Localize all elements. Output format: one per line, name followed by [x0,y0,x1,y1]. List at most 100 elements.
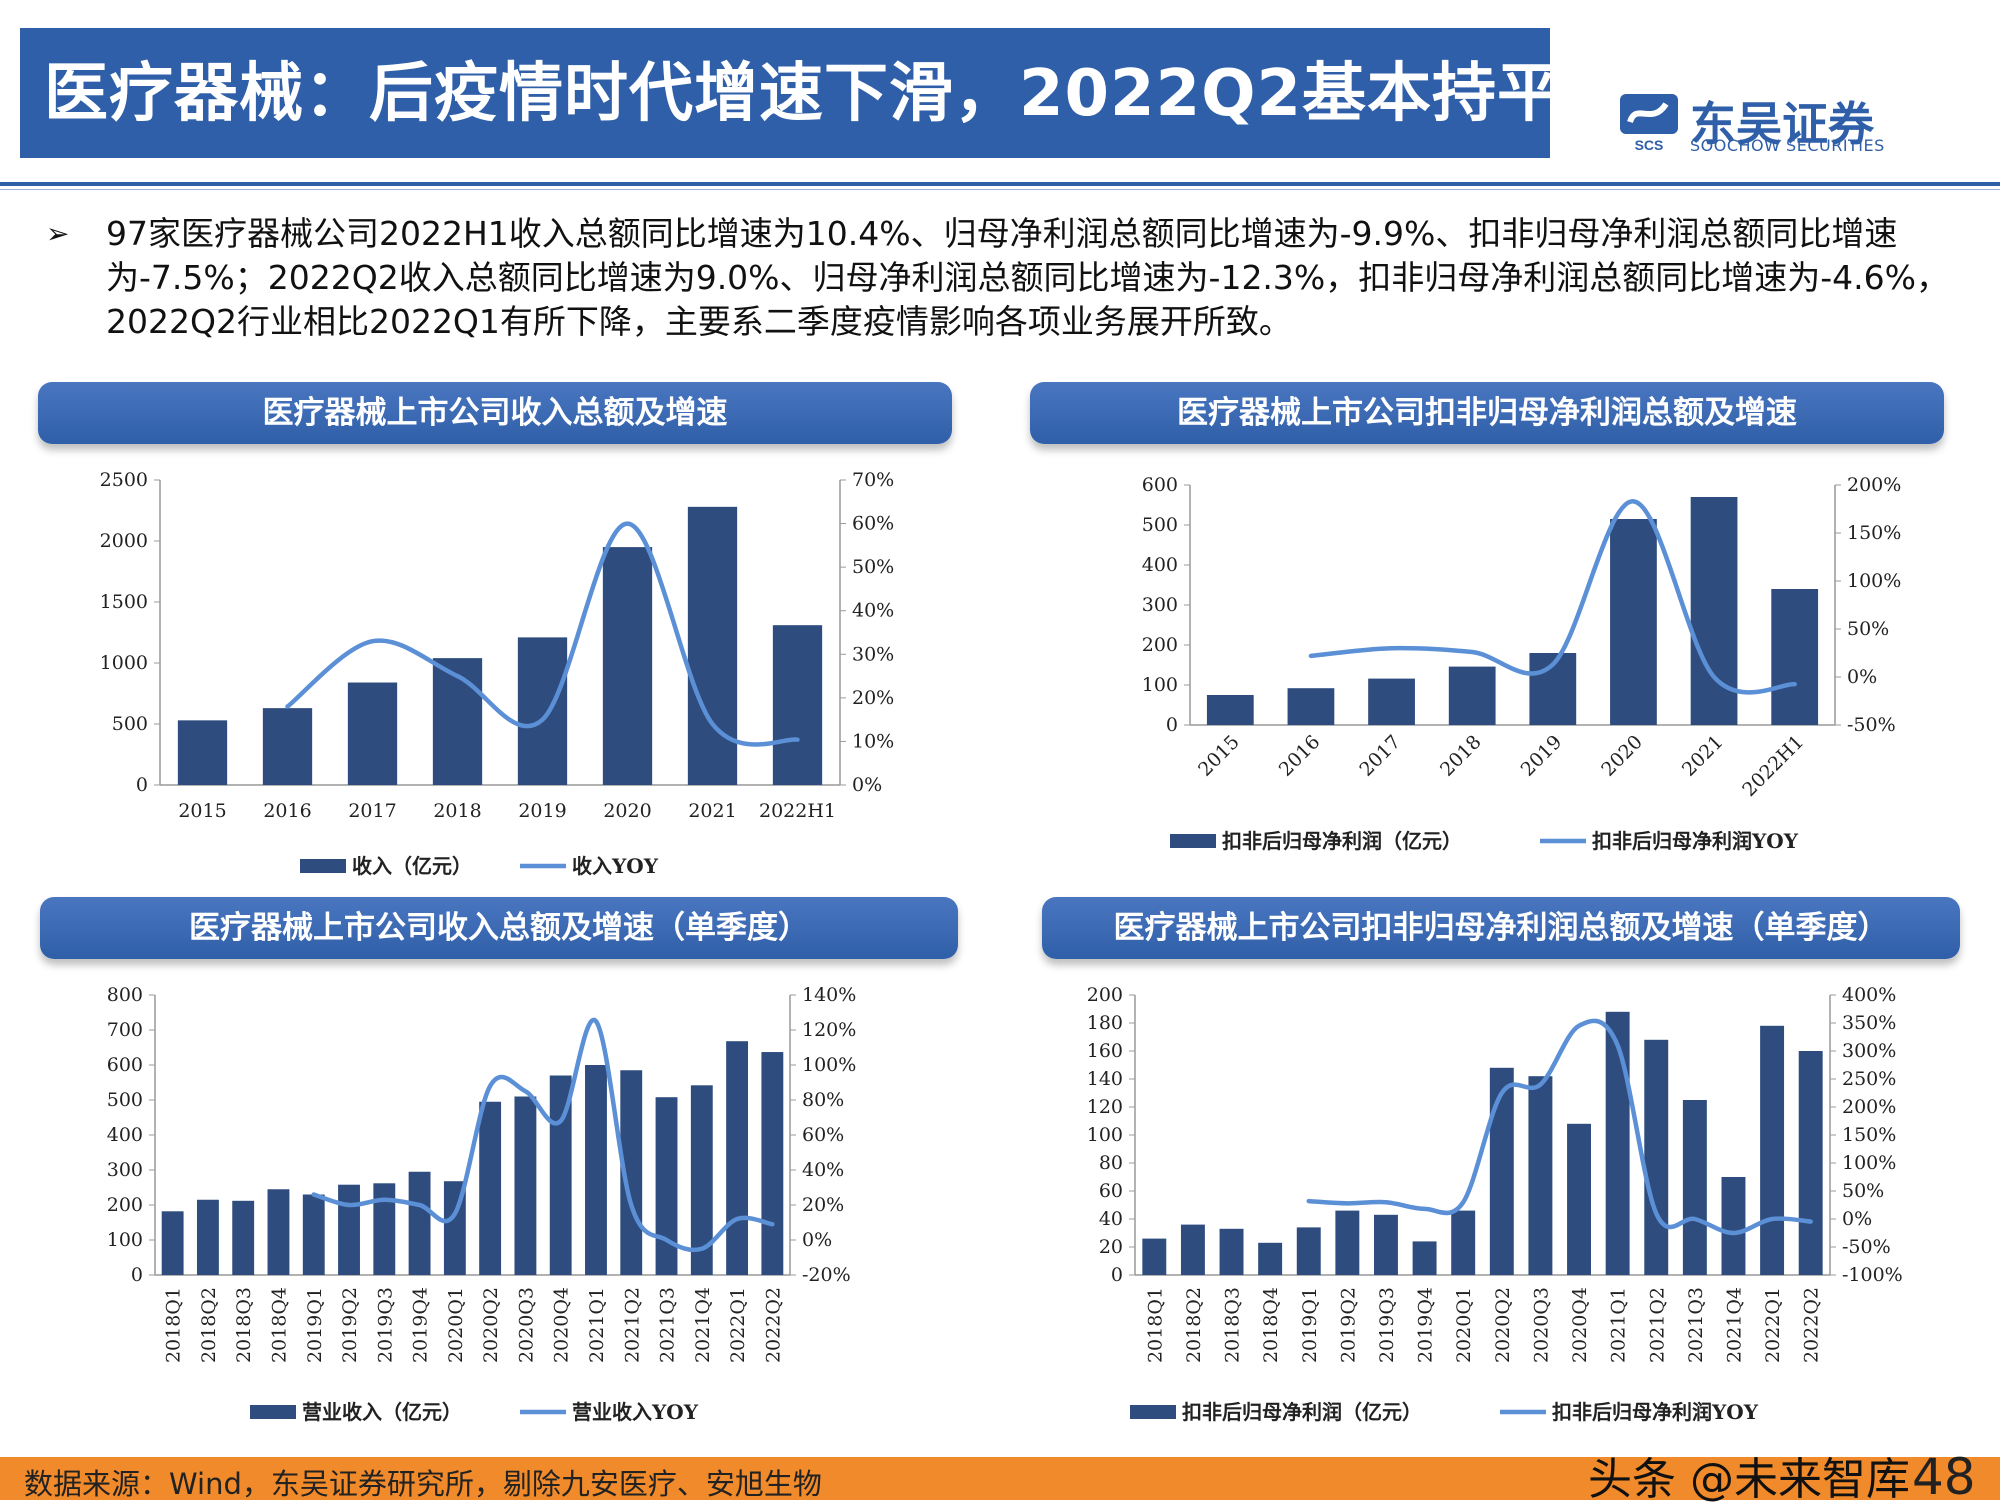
category-label: 2018Q2 [198,1287,220,1363]
bar [1644,1039,1669,1275]
bar [1682,1100,1707,1275]
bar [687,506,738,785]
left-tick-label: 40 [1099,1208,1123,1230]
logo-en-text: SOOCHOW SECURITIES [1690,136,1885,155]
left-tick-label: 140 [1087,1068,1123,1090]
category-label: 2016 [263,800,311,822]
category-label: 2020Q1 [445,1287,467,1363]
bar [1219,1228,1244,1275]
yoy-line [1308,499,1797,695]
legend-line-label: 营业收入YOY [572,1400,699,1424]
bar [262,708,313,785]
right-tick-label: 350% [1842,1012,1896,1034]
category-label: 2019Q3 [374,1287,396,1363]
legend-bar-swatch [300,859,346,873]
right-tick-label: 30% [852,643,894,665]
page-number: 48 [1912,1448,1976,1506]
left-tick-label: 0 [136,774,148,796]
category-label: 2022H1 [759,800,836,822]
right-tick-label: 50% [1842,1180,1884,1202]
left-tick-label: 500 [112,713,148,735]
bar [267,1189,290,1275]
title-bar: 医疗器械：后疫情时代增速下滑，2022Q2基本持平 [20,28,1561,158]
right-tick-label: 60% [852,513,894,535]
bar [1528,1076,1553,1275]
bar [620,1070,643,1275]
left-tick-label: 800 [107,984,143,1006]
bar [1374,1214,1398,1275]
bar [655,1097,678,1275]
category-label: 2019Q4 [410,1287,432,1363]
bar [1206,695,1254,725]
right-tick-label: 0% [802,1229,832,1251]
bar [690,1085,713,1275]
legend-bar-label: 营业收入（亿元） [302,1400,462,1424]
category-label: 2021 [688,800,736,822]
category-label: 2020Q4 [1569,1287,1591,1363]
category-label: 2021Q3 [1685,1287,1707,1363]
chart-profit-quarterly: 0 20 40 60 80 100 120 140 160 180 200 -100% -50% 0% 50… [1087,984,1903,1424]
bar [1489,1067,1514,1275]
left-tick-label: 200 [107,1194,143,1216]
bar [373,1183,396,1275]
category-label: 2020Q3 [515,1287,537,1363]
bar [432,658,483,785]
bar [302,1194,325,1275]
category-label: 2021 [1678,731,1728,781]
category-label: 2018Q1 [1144,1287,1166,1363]
right-tick-label: 80% [802,1089,844,1111]
left-tick-label: 700 [107,1019,143,1041]
category-label: 2017 [348,800,396,822]
bar [1335,1210,1360,1275]
category-label: 2019Q4 [1415,1287,1437,1363]
category-label: 2018Q3 [233,1287,255,1363]
bar [177,720,228,785]
brand-logo: SCS 东吴证券 SOOCHOW SECURITIES [1618,88,1898,158]
chart-header-profit-annual: 医疗器械上市公司扣非归母净利润总额及增速 [1030,382,1944,444]
right-tick-label: 20% [852,687,894,709]
category-label: 2022Q2 [762,1287,784,1363]
right-tick-label: 100% [1847,570,1901,592]
category-label: 2020Q2 [1492,1287,1514,1363]
logo-mark-text: SCS [1635,137,1664,153]
bar [514,1096,537,1275]
category-label: 2019Q2 [1337,1287,1359,1363]
category-label: 2019Q1 [1299,1287,1321,1363]
left-tick-label: 400 [107,1124,143,1146]
watermark-text: 头条 @未来智库 [1588,1454,1910,1505]
category-label: 2021Q4 [1723,1287,1745,1363]
right-tick-label: 400% [1842,984,1896,1006]
category-label: 2019 [518,800,566,822]
chart-profit-annual: 0 100 200 300 400 500 600 -50% 0% 50% 100% 150% 200%… [1142,474,1902,853]
category-label: 2018Q2 [1183,1287,1205,1363]
right-tick-label: 150% [1842,1124,1896,1146]
footer-bar: 数据来源：Wind，东吴证券研究所，剔除九安医疗、安旭生物 [0,1457,2000,1501]
legend-bar-label: 扣非后归母净利润（亿元） [1222,829,1462,853]
category-label: 2020Q2 [480,1287,502,1363]
left-tick-label: 600 [1142,474,1178,496]
bar [408,1171,431,1275]
bar [196,1199,219,1275]
bar [161,1211,184,1275]
left-tick-label: 1000 [100,652,148,674]
right-tick-label: 40% [802,1159,844,1181]
right-tick-label: 300% [1842,1040,1896,1062]
left-tick-label: 400 [1142,554,1178,576]
bar [1760,1025,1785,1275]
bar [1287,688,1335,725]
right-tick-label: -50% [1842,1236,1891,1258]
left-tick-label: 100 [1087,1124,1123,1146]
left-tick-label: 1500 [100,591,148,613]
legend-line-label: 收入YOY [572,854,659,878]
left-tick-label: 180 [1087,1012,1123,1034]
header-divider-thin [0,189,2000,190]
right-tick-label: 250% [1842,1068,1896,1090]
right-tick-label: 70% [852,469,894,491]
soochow-logo-icon: SCS [1620,94,1678,153]
right-tick-label: 50% [1847,618,1889,640]
right-tick-label: 60% [802,1124,844,1146]
category-label: 2019Q2 [339,1287,361,1363]
legend-line-label: 扣非后归母净利润YOY [1552,1400,1759,1424]
yoy-line [311,1017,775,1253]
left-tick-label: 300 [1142,594,1178,616]
